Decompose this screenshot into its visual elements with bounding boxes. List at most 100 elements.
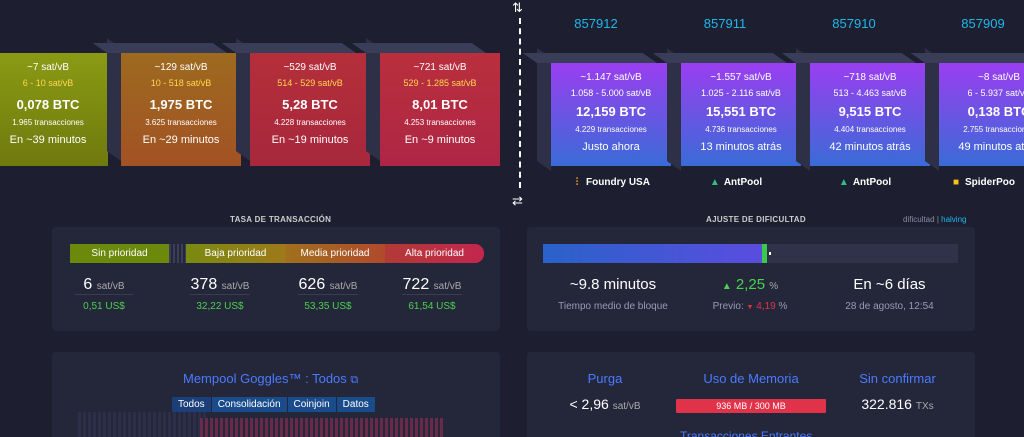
difficulty-halving-toggle[interactable]: dificultad | halving [903,215,966,224]
tab-coinjoin[interactable]: Coinjoin [287,397,336,412]
pool-link[interactable]: ■ SpiderPoo [951,177,1024,188]
fee-unit: sat/vB [221,281,250,292]
foundry-icon: ⫶ [575,177,579,188]
unconfirmed-unit: TXs [915,401,934,412]
block-fee-range: 1.058 - 5.000 sat/vB [570,88,652,98]
block-median-fee: ~718 sat/vB [843,72,897,83]
block-tx-count: 1.965 transacciones [12,118,84,127]
block-tx-count: 2.755 transacciones [963,125,1024,134]
block-eta: En ~19 minutos [271,134,349,146]
difficulty-change-value: 2,25 [735,276,766,293]
projected-block[interactable]: ~529 sat/vB 514 - 529 sat/vB 5,28 BTC 4.… [221,38,370,166]
block-median-fee: ~721 sat/vB [413,62,467,73]
fee-unit: sat/vB [329,281,358,292]
block-median-fee: ~129 sat/vB [154,62,208,73]
toggle-difficulty[interactable]: dificultad [903,215,935,224]
block-total-btc: 5,28 BTC [282,97,338,112]
purge-label: Purga [587,371,623,386]
block-total-btc: 15,551 BTC [705,104,777,119]
projected-block[interactable]: ~721 sat/vB 529 - 1.285 sat/vB 8,01 BTC … [351,38,500,166]
memory-usage-bar: 936 MB / 300 MB [676,399,826,413]
block-median-fee: ~8 sat/vB [978,72,1020,83]
fee-usd: 0,51 US$ [83,301,125,312]
arrows-up-down-icon[interactable]: ⇅ [512,0,523,15]
pool-link[interactable]: ▲ AntPool [805,177,925,188]
block-median-fee: ~1.557 sat/vB [710,72,772,83]
projected-block[interactable]: ~7 sat/vB 6 - 10 sat/vB 0,078 BTC 1.965 … [0,53,108,166]
toggle-halving[interactable]: halving [941,215,967,224]
pool-name: AntPool [723,177,763,188]
mined-block[interactable]: ~1.147 sat/vB 1.058 - 5.000 sat/vB 12,15… [522,48,671,176]
mempool-blockchain-divider [519,18,521,188]
fee-bar-gap [169,244,186,263]
block-height-link[interactable]: 857910 [832,16,876,31]
fee-value: 626 [298,276,326,293]
block-fee-range: 529 - 1.285 sat/vB [403,78,477,88]
difficulty-progress-fill [543,244,767,263]
block-tx-count: 4.736 transacciones [705,125,777,134]
block-tx-count: 4.253 transacciones [404,118,476,127]
goggles-title-text: Mempool Goggles™ : Todos [183,371,347,386]
external-link-icon[interactable]: ⧉ [350,374,359,386]
tab-consolidacion[interactable]: Consolidación [211,397,287,412]
difficulty-eta-value: En ~6 días [853,276,926,293]
pool-name: AntPool [852,177,892,188]
block-fee-range: 1.025 - 2.116 sat/vB [701,88,781,98]
purge-stat: Purga < 2,96 sat/vB [560,371,650,412]
block-total-btc: 8,01 BTC [412,97,468,112]
antpool-icon: ▲ [709,177,720,188]
label-low-priority: Baja prioridad [186,244,285,263]
arrows-swap-icon[interactable]: ⇄ [512,193,523,208]
mined-block[interactable]: ~8 sat/vB 6 - 5.937 sat/vB 0,138 BTC 2.7… [910,48,1024,176]
block-median-fee: ~1.147 sat/vB [580,72,642,83]
pool-name: SpiderPoo [965,177,1016,188]
unconfirmed-value: 322.816 [861,396,912,412]
block-tx-count: 4.228 transacciones [274,118,346,127]
goggles-title[interactable]: Mempool Goggles™ : Todos ⧉ [183,371,358,387]
pool-name: Foundry USA [586,177,650,188]
block-eta: En ~9 minutos [404,134,476,146]
pool-link[interactable]: ⫶ Foundry USA [551,177,671,188]
tab-todos[interactable]: Todos [172,397,211,412]
label-medium-priority: Media prioridad [285,244,385,263]
fee-high-priority: 722 sat/vB 61,54 US$ [392,276,472,312]
tab-datos[interactable]: Datos [336,397,375,412]
difficulty-tick [769,252,771,255]
block-tx-count: 4.229 transacciones [575,125,647,134]
fee-low-priority: 378 sat/vB 32,22 US$ [180,276,260,312]
block-height-link[interactable]: 857911 [703,16,747,31]
block-height-link[interactable]: 857909 [961,16,1005,31]
previous-label: Previo: [712,301,744,312]
difficulty-change-unit: % [769,281,779,292]
mined-block[interactable]: ~718 sat/vB 513 - 4.463 sat/vB 9,515 BTC… [781,48,930,176]
triangle-up-icon: ▲ [721,281,732,292]
avg-block-time-label: Tiempo medio de bloque [558,301,668,312]
triangle-down-icon: ▼ [746,304,754,311]
fee-value: 6 [83,276,93,293]
difficulty-section-title: AJUSTE DE DIFICULTAD [706,215,806,224]
unconfirmed-stat: Sin confirmar 322.816 TXs [850,371,945,412]
purge-value: < 2,96 [569,396,609,412]
pool-link[interactable]: ▲ AntPool [676,177,796,188]
label-no-priority: Sin prioridad [70,244,169,263]
projected-block[interactable]: ~129 sat/vB 10 - 518 sat/vB 1,975 BTC 3.… [92,38,241,166]
difficulty-change: ▲ 2,25 % Previo: ▼ 4,19 % [700,276,800,312]
fee-unit: sat/vB [96,281,125,292]
memory-usage-label: Uso de Memoria [703,371,799,386]
block-eta: En ~39 minutos [9,134,87,146]
block-total-btc: 0,078 BTC [16,97,80,112]
mined-block[interactable]: ~1.557 sat/vB 1.025 - 2.116 sat/vB 15,55… [652,48,801,176]
mempool-stats-panel [527,352,975,437]
fee-usd: 61,54 US$ [408,301,456,312]
block-fee-range: 10 - 518 sat/vB [150,78,212,88]
block-height-link[interactable]: 857912 [574,16,618,31]
mempool-visualization[interactable] [200,418,445,437]
block-total-btc: 9,515 BTC [838,104,902,119]
block-total-btc: 0,138 BTC [967,104,1024,119]
difficulty-progress-bar [543,244,958,263]
previous-value: 4,19 [756,301,776,312]
fee-usd: 32,22 US$ [196,301,244,312]
block-fee-range: 514 - 529 sat/vB [277,78,343,88]
fees-section-title: TASA DE TRANSACCIÓN [230,215,332,224]
